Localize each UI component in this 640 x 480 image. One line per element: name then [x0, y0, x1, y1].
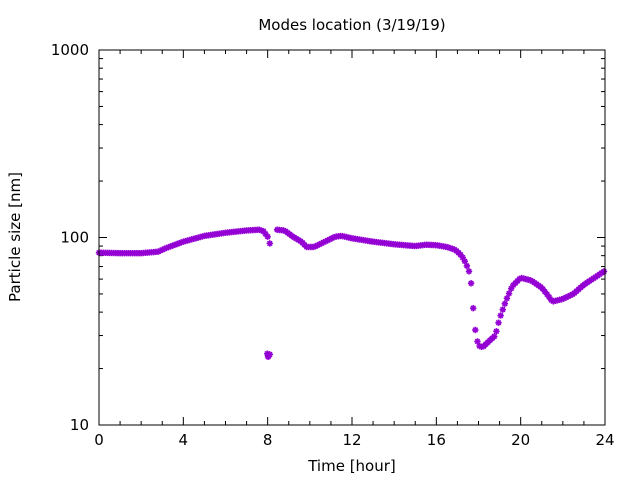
- data-point: [472, 326, 479, 334]
- y-axis-label: Particle size [nm]: [6, 172, 24, 302]
- data-point: [266, 240, 273, 247]
- data-point: [499, 306, 506, 313]
- data-point: [264, 353, 272, 361]
- x-tick-label: 8: [263, 431, 273, 449]
- data-point: [470, 305, 477, 312]
- data-point: [600, 268, 608, 275]
- x-tick-label: 0: [94, 431, 104, 449]
- data-point: [459, 254, 466, 261]
- plot-frame: [98, 49, 606, 426]
- x-tick-label: 12: [342, 431, 361, 449]
- data-points: [95, 226, 608, 361]
- data-point: [467, 280, 475, 287]
- data-point: [497, 312, 504, 319]
- data-point: [264, 233, 271, 240]
- data-point: [495, 319, 502, 326]
- chart-title: Modes location (3/19/19): [258, 16, 445, 34]
- x-axis-label: Time [hour]: [307, 457, 396, 475]
- x-tick-label: 20: [511, 431, 530, 449]
- data-point: [491, 333, 498, 340]
- data-point: [463, 262, 471, 270]
- data-point: [493, 328, 500, 335]
- y-tick-label: 10: [70, 416, 89, 434]
- y-tick-label: 100: [60, 229, 89, 247]
- x-tick-label: 24: [595, 431, 614, 449]
- data-point: [465, 268, 473, 275]
- data-point: [505, 290, 513, 297]
- y-tick-label: 1000: [51, 41, 89, 59]
- x-tick-label: 4: [179, 431, 189, 449]
- tick-labels: 0 4 8 12 16 20 24 10 100 1000: [51, 41, 615, 449]
- data-point: [501, 300, 509, 307]
- x-tick-label: 16: [427, 431, 446, 449]
- data-point: [503, 295, 511, 302]
